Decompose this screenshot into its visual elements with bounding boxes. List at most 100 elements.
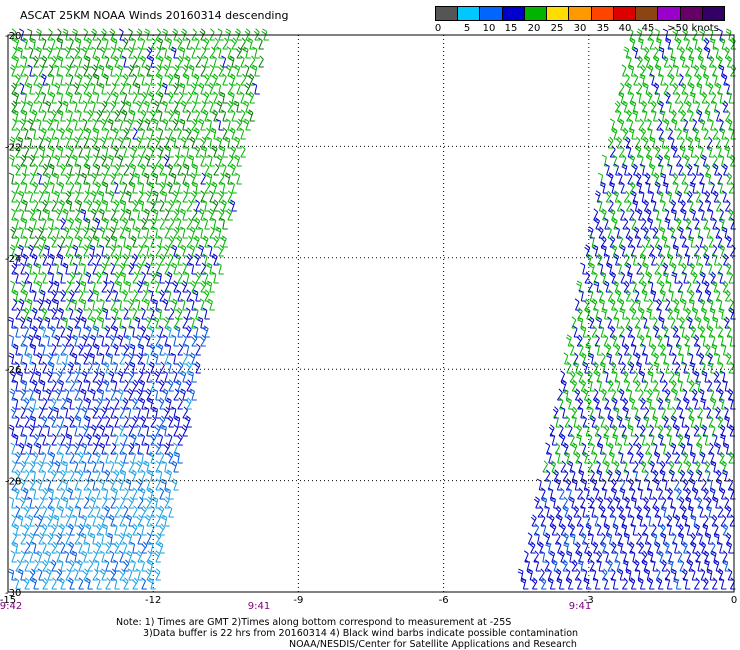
wind-barb [657, 433, 666, 446]
wind-barb [42, 181, 49, 194]
wind-barb [82, 64, 89, 77]
wind-barb [109, 136, 116, 149]
wind-barb [136, 514, 143, 527]
wind-barb [639, 424, 646, 437]
wind-barb [168, 253, 174, 266]
wind-barb [164, 406, 170, 419]
wind-barb [181, 136, 188, 149]
wind-barb [100, 262, 107, 275]
wind-barb [166, 469, 174, 482]
wind-barb [54, 190, 62, 203]
wind-barb [556, 541, 563, 554]
wind-barb [678, 163, 684, 176]
wind-barb [229, 127, 237, 140]
wind-barb [716, 478, 725, 491]
wind-barb [199, 28, 206, 41]
left-swath-wind-barbs [8, 28, 269, 590]
wind-barb [600, 415, 606, 428]
wind-barb [110, 316, 116, 329]
wind-barb [640, 397, 646, 410]
wind-barb [51, 541, 58, 554]
wind-barb [206, 118, 215, 131]
lat-label: -30 [5, 588, 21, 599]
wind-barb [144, 262, 152, 275]
wind-barb [212, 73, 219, 86]
wind-barb [248, 73, 255, 86]
wind-barb [660, 172, 669, 185]
wind-barb [73, 82, 80, 95]
wind-barb [593, 577, 601, 590]
wind-barb [183, 181, 192, 194]
wind-barb [618, 91, 627, 104]
wind-barb [577, 370, 584, 383]
wind-barb [701, 370, 710, 383]
wind-barb [723, 316, 730, 329]
wind-barb [685, 100, 693, 113]
wind-barb [56, 370, 63, 383]
wind-barb [130, 559, 138, 572]
wind-barb [659, 469, 668, 482]
wind-barb [158, 325, 165, 338]
wind-barb [622, 217, 629, 230]
wind-barb [585, 397, 592, 410]
wind-barb [586, 253, 594, 266]
wind-barb [46, 370, 53, 383]
wind-barb [120, 271, 129, 284]
wind-barb [180, 388, 188, 401]
wind-barb [171, 334, 179, 347]
wind-barb [712, 433, 720, 446]
wind-barb [118, 550, 125, 563]
wind-barb [98, 190, 107, 203]
wind-barb [180, 100, 188, 113]
wind-barb [167, 433, 174, 446]
wind-barb [728, 271, 734, 284]
wind-barb [700, 64, 709, 77]
legend-swatch [524, 7, 548, 20]
wind-barb [593, 424, 601, 437]
wind-barb [95, 451, 102, 464]
wind-barb [249, 55, 256, 68]
wind-barb [65, 532, 71, 545]
wind-barb [658, 316, 667, 329]
wind-barb [158, 127, 165, 140]
wind-barb [81, 514, 89, 527]
wind-barb [161, 190, 170, 203]
wind-barb [117, 64, 125, 77]
wind-barb [676, 487, 682, 500]
time-label: 9:41 [569, 601, 591, 612]
wind-barb [562, 469, 569, 482]
wind-barb [711, 280, 720, 293]
wind-barb [8, 154, 17, 167]
wind-barb [582, 388, 590, 401]
wind-barb [53, 406, 62, 419]
wind-barb [71, 352, 80, 365]
wind-barb [163, 352, 170, 365]
wind-barb [649, 37, 655, 50]
wind-barb [654, 262, 661, 275]
wind-barb [569, 343, 576, 356]
wind-barb [54, 82, 62, 95]
wind-barb [728, 451, 735, 464]
wind-barb [26, 298, 35, 311]
wind-barb [168, 307, 175, 320]
wind-barb [32, 325, 39, 338]
wind-barb [76, 91, 84, 104]
wind-barb [112, 487, 120, 500]
legend-swatch [702, 7, 725, 20]
wind-barb [119, 208, 126, 221]
wind-barb [694, 460, 701, 473]
wind-barb [690, 514, 699, 527]
wind-barb [42, 163, 49, 176]
wind-barb [634, 415, 642, 428]
wind-barb [173, 82, 179, 95]
wind-barb [50, 559, 57, 572]
wind-barb [601, 568, 608, 581]
wind-barb [33, 91, 40, 104]
wind-barb [20, 460, 27, 473]
wind-barb [681, 541, 689, 554]
wind-barb [206, 280, 215, 293]
wind-barb [189, 388, 197, 401]
wind-barb [65, 64, 71, 77]
wind-barb [722, 280, 729, 293]
legend-swatch [458, 7, 481, 20]
